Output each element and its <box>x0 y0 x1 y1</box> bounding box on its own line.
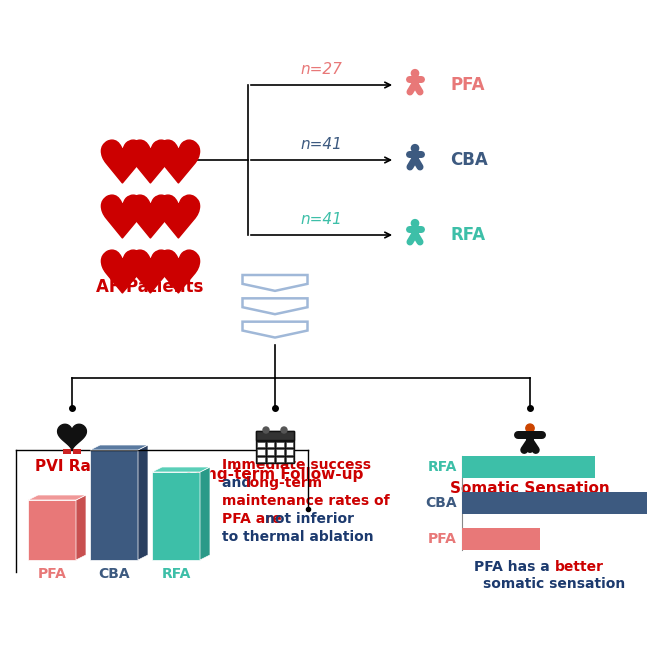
Text: n=41: n=41 <box>300 137 342 152</box>
Text: PVI Rate: PVI Rate <box>35 459 109 474</box>
Circle shape <box>147 153 153 159</box>
Text: and: and <box>222 476 256 490</box>
Polygon shape <box>76 495 86 560</box>
FancyBboxPatch shape <box>276 442 284 447</box>
Text: RFA: RFA <box>450 226 485 244</box>
Text: CBA: CBA <box>98 567 130 581</box>
Circle shape <box>119 153 125 159</box>
Text: AF Patients: AF Patients <box>97 278 204 296</box>
FancyBboxPatch shape <box>152 472 200 560</box>
FancyBboxPatch shape <box>256 431 294 440</box>
FancyBboxPatch shape <box>256 431 294 463</box>
Polygon shape <box>58 424 87 450</box>
Text: Long-term Follow-up: Long-term Follow-up <box>186 467 364 482</box>
Text: RFA: RFA <box>428 460 457 474</box>
Circle shape <box>119 208 125 214</box>
FancyBboxPatch shape <box>257 442 264 447</box>
Text: n=27: n=27 <box>300 62 342 77</box>
FancyBboxPatch shape <box>257 457 264 462</box>
FancyBboxPatch shape <box>286 442 293 447</box>
Text: maintenance rates of: maintenance rates of <box>222 494 389 508</box>
Text: RFA: RFA <box>161 567 190 581</box>
Circle shape <box>411 70 418 77</box>
Polygon shape <box>152 467 210 472</box>
Circle shape <box>147 263 153 268</box>
Polygon shape <box>28 495 86 500</box>
Text: CBA: CBA <box>450 151 488 169</box>
Text: somatic sensation: somatic sensation <box>483 577 625 591</box>
Circle shape <box>263 427 269 433</box>
Text: PFA: PFA <box>450 76 485 94</box>
FancyBboxPatch shape <box>286 457 293 462</box>
Text: to thermal ablation: to thermal ablation <box>222 530 373 544</box>
Text: PFA: PFA <box>428 532 457 546</box>
Circle shape <box>119 263 125 268</box>
Circle shape <box>175 153 181 159</box>
FancyBboxPatch shape <box>63 449 71 454</box>
FancyBboxPatch shape <box>266 457 274 462</box>
FancyBboxPatch shape <box>276 457 284 462</box>
FancyBboxPatch shape <box>276 449 284 454</box>
Bar <box>462 492 647 514</box>
FancyBboxPatch shape <box>28 500 76 560</box>
FancyBboxPatch shape <box>73 449 81 454</box>
FancyBboxPatch shape <box>286 449 293 454</box>
Polygon shape <box>200 467 210 560</box>
Polygon shape <box>90 445 148 450</box>
Text: PFA: PFA <box>38 567 67 581</box>
Text: PFA are: PFA are <box>222 512 286 526</box>
Text: long-term: long-term <box>246 476 323 490</box>
FancyBboxPatch shape <box>266 442 274 447</box>
Circle shape <box>147 208 153 214</box>
Text: better: better <box>555 560 603 574</box>
FancyBboxPatch shape <box>266 449 274 454</box>
Polygon shape <box>527 432 533 440</box>
Text: Immediate success: Immediate success <box>222 458 371 472</box>
Bar <box>462 528 539 550</box>
Text: Somatic Sensation: Somatic Sensation <box>450 481 610 496</box>
Text: n=41: n=41 <box>300 212 342 227</box>
Bar <box>462 456 595 478</box>
Polygon shape <box>138 445 148 560</box>
Circle shape <box>411 144 418 152</box>
Text: PFA has a: PFA has a <box>474 560 555 574</box>
FancyBboxPatch shape <box>257 449 264 454</box>
Circle shape <box>281 427 287 433</box>
Text: CBA: CBA <box>426 496 457 510</box>
Circle shape <box>526 424 534 432</box>
Circle shape <box>175 263 181 268</box>
Circle shape <box>411 220 418 227</box>
FancyBboxPatch shape <box>90 450 138 560</box>
Circle shape <box>175 208 181 214</box>
Text: not inferior: not inferior <box>265 512 354 526</box>
